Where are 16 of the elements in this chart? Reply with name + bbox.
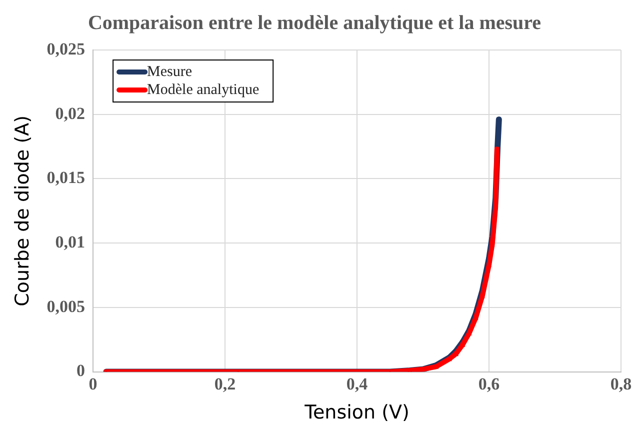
x-tick-label: 0,4 [346, 374, 368, 394]
y-tick-label: 0,005 [46, 296, 86, 316]
y-tick-label: 0,025 [46, 39, 86, 58]
legend-label: Modèle analytique [147, 82, 260, 98]
y-tick-label: 0,015 [46, 168, 86, 188]
y-tick-label: 0,02 [55, 104, 86, 123]
x-tick-label: 0,6 [478, 374, 500, 394]
y-tick-label: 0,01 [55, 232, 86, 252]
x-tick-label: 0,8 [610, 374, 632, 394]
chart-title: Comparaison entre le modèle analytique et la mesure [88, 12, 542, 34]
y-tick-label: 0 [76, 361, 86, 380]
x-tick-label: 0,2 [214, 374, 236, 394]
y-axis-title: Courbe de diode (A) [11, 115, 34, 306]
x-tick-label: 0 [88, 374, 98, 394]
x-axis-title: Tension (V) [304, 402, 410, 424]
legend-label: Mesure [147, 64, 192, 80]
